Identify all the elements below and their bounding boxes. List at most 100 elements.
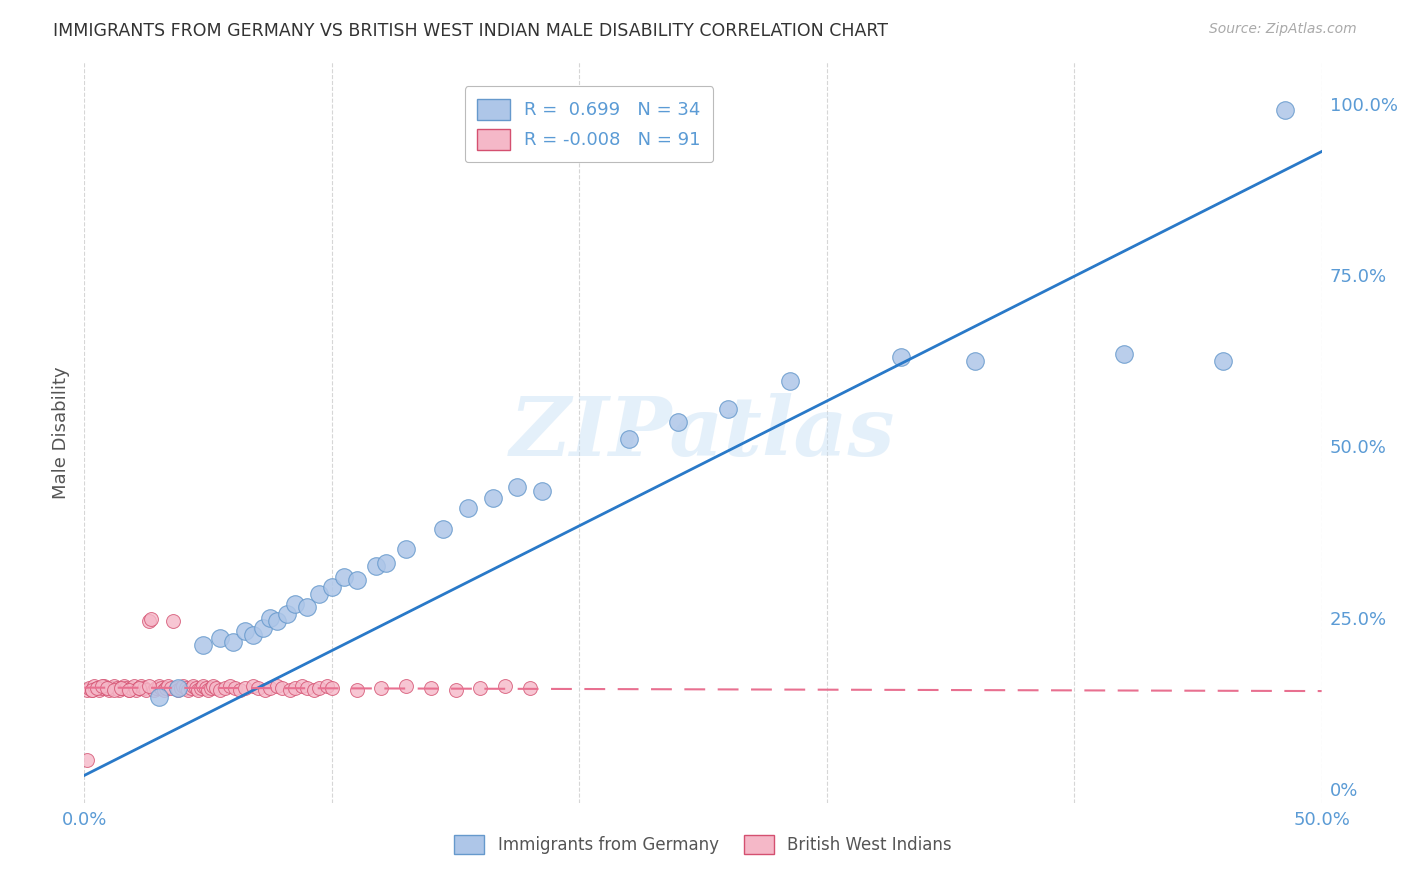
Point bbox=[108, 682, 131, 697]
Point bbox=[1212, 353, 1234, 368]
Text: Source: ZipAtlas.com: Source: ZipAtlas.com bbox=[1209, 22, 1357, 37]
Point bbox=[100, 681, 122, 695]
Point bbox=[271, 681, 294, 695]
Point bbox=[315, 679, 337, 693]
Point bbox=[200, 681, 222, 695]
Point bbox=[187, 682, 209, 697]
Point bbox=[519, 681, 541, 695]
Point bbox=[197, 682, 219, 697]
Point bbox=[148, 679, 170, 693]
Point bbox=[128, 681, 150, 695]
Point bbox=[79, 681, 101, 695]
Point bbox=[170, 681, 193, 695]
Point bbox=[617, 433, 640, 447]
Point bbox=[90, 681, 112, 695]
Point bbox=[96, 681, 118, 695]
Point bbox=[135, 682, 157, 697]
Point bbox=[112, 679, 135, 693]
Point bbox=[470, 681, 492, 695]
Point bbox=[457, 501, 479, 516]
Point bbox=[284, 597, 307, 611]
Point bbox=[1274, 103, 1296, 118]
Point bbox=[779, 374, 801, 388]
Point bbox=[138, 614, 160, 628]
Point bbox=[157, 679, 180, 693]
Point bbox=[444, 682, 467, 697]
Point bbox=[110, 681, 132, 695]
Point bbox=[666, 415, 689, 429]
Point bbox=[103, 682, 125, 697]
Point bbox=[167, 681, 190, 695]
Point bbox=[86, 681, 108, 695]
Point bbox=[120, 681, 142, 695]
Point bbox=[86, 681, 108, 695]
Point bbox=[395, 679, 418, 693]
Point bbox=[242, 679, 264, 693]
Point bbox=[1112, 347, 1135, 361]
Point bbox=[103, 679, 125, 693]
Point bbox=[266, 614, 288, 628]
Point bbox=[155, 681, 177, 695]
Point bbox=[276, 607, 298, 622]
Point bbox=[278, 682, 301, 697]
Point bbox=[259, 681, 281, 695]
Point bbox=[370, 681, 392, 695]
Point bbox=[494, 679, 516, 693]
Point bbox=[295, 600, 318, 615]
Point bbox=[432, 522, 454, 536]
Point bbox=[76, 753, 98, 767]
Point bbox=[266, 679, 288, 693]
Point bbox=[80, 682, 103, 697]
Point bbox=[395, 542, 418, 557]
Point bbox=[346, 682, 368, 697]
Point bbox=[229, 682, 252, 697]
Point bbox=[252, 621, 274, 635]
Point bbox=[209, 682, 232, 697]
Point bbox=[132, 681, 155, 695]
Point bbox=[180, 681, 202, 695]
Point bbox=[160, 681, 183, 695]
Point bbox=[172, 679, 194, 693]
Point bbox=[965, 353, 987, 368]
Point bbox=[129, 679, 152, 693]
Point bbox=[233, 624, 256, 639]
Point bbox=[259, 611, 281, 625]
Point bbox=[98, 682, 121, 697]
Point bbox=[531, 483, 554, 498]
Point bbox=[148, 690, 170, 704]
Point bbox=[333, 569, 356, 583]
Point bbox=[191, 679, 214, 693]
Point bbox=[194, 681, 217, 695]
Point bbox=[209, 632, 232, 646]
Point bbox=[141, 612, 163, 626]
Point bbox=[202, 679, 225, 693]
Point bbox=[80, 682, 103, 697]
Point bbox=[89, 682, 111, 697]
Point bbox=[93, 679, 115, 693]
Legend: Immigrants from Germany, British West Indians: Immigrants from Germany, British West In… bbox=[447, 829, 959, 861]
Point bbox=[481, 491, 503, 505]
Point bbox=[115, 681, 138, 695]
Point bbox=[366, 559, 388, 574]
Point bbox=[150, 681, 173, 695]
Point bbox=[177, 682, 200, 697]
Point bbox=[222, 634, 245, 648]
Point bbox=[295, 681, 318, 695]
Point bbox=[308, 587, 330, 601]
Point bbox=[138, 679, 160, 693]
Point bbox=[76, 682, 98, 697]
Point bbox=[321, 580, 343, 594]
Point bbox=[890, 350, 912, 364]
Y-axis label: Male Disability: Male Disability bbox=[52, 367, 70, 499]
Point bbox=[419, 681, 441, 695]
Point bbox=[304, 682, 326, 697]
Point bbox=[167, 682, 190, 697]
Point bbox=[246, 681, 269, 695]
Point bbox=[122, 679, 145, 693]
Point bbox=[233, 681, 256, 695]
Point bbox=[346, 573, 368, 587]
Point bbox=[253, 682, 276, 697]
Point bbox=[204, 681, 226, 695]
Point bbox=[224, 681, 246, 695]
Point bbox=[284, 681, 307, 695]
